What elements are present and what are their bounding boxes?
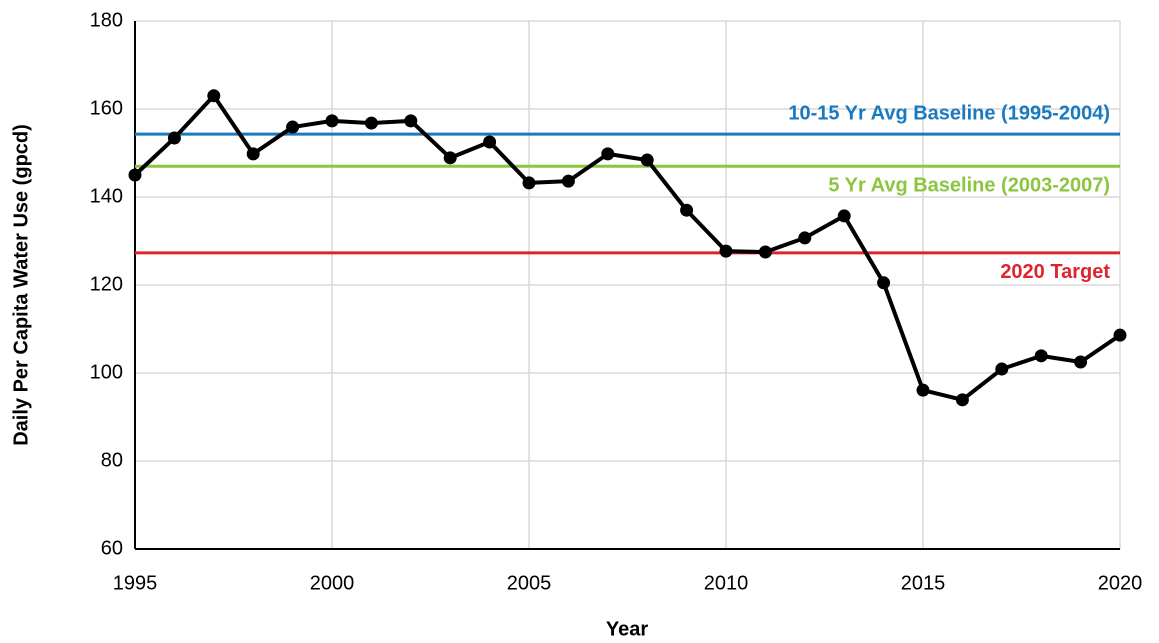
- data-point: [561, 174, 575, 188]
- y-tick-label: 180: [90, 9, 123, 31]
- x-axis-title: Year: [606, 618, 648, 640]
- data-point: [798, 231, 812, 245]
- x-tick-label: 2005: [507, 572, 552, 594]
- data-point: [1074, 355, 1088, 369]
- data-point: [404, 114, 418, 128]
- x-tick-label: 2010: [704, 572, 749, 594]
- y-tick-label: 60: [101, 537, 123, 559]
- data-point: [128, 168, 142, 182]
- y-tick-label: 100: [90, 361, 123, 383]
- y-tick-label: 160: [90, 97, 123, 119]
- x-tick-label: 1995: [113, 572, 158, 594]
- x-tick-label: 2015: [901, 572, 946, 594]
- data-point: [955, 393, 969, 407]
- data-line: [133, 93, 1122, 402]
- y-tick-label: 120: [90, 273, 123, 295]
- reference-label: 5 Yr Avg Baseline (2003-2007): [828, 174, 1110, 196]
- y-tick-label: 80: [101, 449, 123, 471]
- data-point: [522, 176, 536, 190]
- data-point: [995, 362, 1009, 376]
- reference-label: 10-15 Yr Avg Baseline (1995-2004): [788, 102, 1110, 124]
- data-point: [719, 244, 733, 258]
- data-point: [443, 151, 457, 165]
- data-point: [286, 120, 300, 134]
- data-point: [364, 116, 378, 130]
- data-point: [1113, 328, 1127, 342]
- data-point: [325, 114, 339, 128]
- data-point: [601, 147, 615, 161]
- x-tick-label: 2020: [1098, 572, 1143, 594]
- data-point: [877, 276, 891, 290]
- data-point: [640, 153, 654, 167]
- y-tick-label: 140: [90, 185, 123, 207]
- data-point: [246, 147, 260, 161]
- data-point: [680, 203, 694, 217]
- data-point: [207, 89, 221, 103]
- data-point: [483, 135, 497, 149]
- data-point: [167, 131, 181, 145]
- data-point: [837, 209, 851, 223]
- data-point: [1034, 349, 1048, 363]
- data-point: [758, 245, 772, 259]
- y-axis-title: Daily Per Capita Water Use (gpcd): [10, 124, 32, 446]
- x-tick-label: 2000: [310, 572, 355, 594]
- data-point: [916, 383, 930, 397]
- reference-label: 2020 Target: [1000, 261, 1110, 283]
